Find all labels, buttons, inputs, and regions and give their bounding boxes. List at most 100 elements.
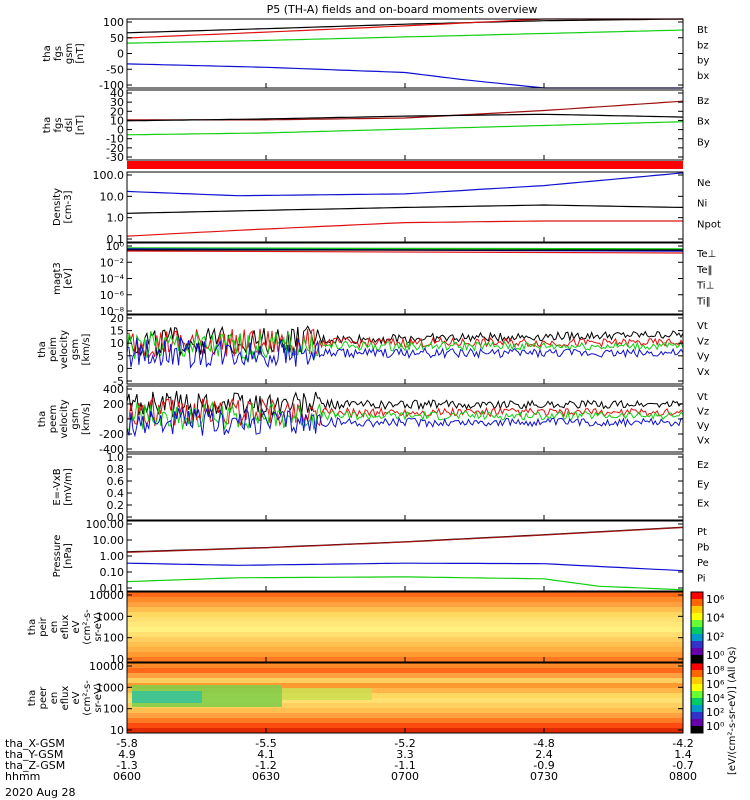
footer-value: 0630	[252, 770, 280, 783]
y-label-line: peem	[48, 405, 59, 433]
y-tick-label: 50	[110, 32, 124, 45]
legend-Bz: Bz	[697, 96, 709, 107]
y-label-line: [km/s]	[81, 333, 92, 365]
spectrogram-band	[127, 673, 683, 679]
legend-Vy: Vy	[697, 421, 710, 432]
legend-Bt: Bt	[697, 25, 708, 36]
panel-fgs_gsm: 100 50 0 -50 -100 tha fgs gsm [nT] Bt bz by bx	[42, 16, 709, 92]
panel-frame	[126, 18, 684, 89]
y-tick-label: -20	[106, 142, 124, 155]
y-tick-label: 10	[110, 114, 124, 127]
y-tick-label: 0.1	[107, 233, 125, 246]
series-Ne	[126, 172, 684, 197]
legend-Vx: Vx	[697, 436, 710, 447]
colorbar-tick: 10⁸	[706, 664, 725, 677]
footer-value: 0600	[113, 770, 141, 783]
colorbar-swatch	[691, 663, 703, 671]
legend-Vt: Vt	[697, 392, 708, 403]
panel-peir_eflux: 10000 1000 100 10 tha peir en eflux eV (cm²-s-sr-…	[27, 589, 684, 666]
y-label-line: gsm	[70, 339, 81, 360]
panel-efield: 1.00.80.60.40.20.0 E=-VxB [mV/m] Ez Ey Ex	[52, 451, 709, 524]
panel-density: 100.0 10.0 1.0 0.1 Density [cm-3] Ne Ni Npot	[52, 169, 721, 246]
footer-value: 1.4	[674, 748, 692, 761]
series-bz	[126, 18, 683, 39]
y-label-line: eflux	[60, 615, 71, 640]
y-tick-label: 0.4	[107, 487, 125, 500]
colorbar-swatch	[691, 698, 703, 706]
spectrogram-band	[127, 637, 683, 643]
colorbar-label: [eV/(cm²-s-sr-eV)] (All Qs)	[727, 646, 738, 775]
y-tick-label: 0	[117, 48, 124, 61]
colorbar-tick: 10⁶	[706, 593, 725, 606]
panel-peem_velocity: 400 200 0 -200 -400 tha peem velocity gsm [km/s] V…	[37, 383, 710, 456]
y-label-line: magt3	[52, 262, 63, 295]
legend-bx: bx	[697, 71, 709, 82]
y-tick-label: 100	[103, 703, 124, 716]
legend-Vy: Vy	[697, 352, 710, 363]
series-Bz	[127, 100, 684, 121]
colorbar-swatch	[691, 648, 703, 656]
legend-By: By	[697, 137, 710, 148]
spectrogram-band	[127, 718, 683, 724]
series-Bx	[126, 113, 684, 122]
footer-value: -5.5	[255, 737, 276, 750]
legend-Te‖: Te‖	[696, 265, 713, 276]
colorbar-swatch	[691, 684, 703, 692]
y-axis-label: magt3 [eV]	[52, 262, 74, 295]
colorbar-frame	[690, 591, 704, 663]
footer-label: tha_X-GSM	[5, 737, 65, 750]
y-tick-label: -200	[99, 428, 124, 441]
series-Vt	[126, 390, 684, 420]
colorbar-swatch	[691, 712, 703, 720]
y-tick-label: -10	[106, 133, 124, 146]
colorbar-tick: 10⁴	[706, 692, 725, 705]
spectrogram-band	[127, 642, 683, 648]
y-label-line: sr-eV)	[93, 612, 104, 641]
y-tick-label: 10⁰	[106, 240, 125, 253]
y-tick-label: 100.00	[86, 518, 125, 531]
legend-Ne: Ne	[697, 178, 711, 189]
y-tick-label: 0.8	[107, 463, 125, 476]
legend-Ni: Ni	[697, 199, 707, 210]
y-label-line: (cm²-s-	[82, 609, 93, 645]
legend-Vx: Vx	[697, 367, 710, 378]
y-label-line: sr-eV)	[93, 683, 104, 712]
legend-Ti⊥: Ti⊥	[696, 281, 714, 292]
y-label-line: E=-VxB	[52, 468, 63, 505]
colorbar-swatch	[691, 592, 703, 600]
colorbar-swatch	[691, 599, 703, 607]
spectrogram-band	[127, 678, 683, 684]
spectrogram-band	[127, 668, 683, 674]
series-Ni	[126, 204, 684, 214]
y-tick-label: -50	[106, 63, 124, 76]
footer-value: 3.3	[396, 748, 414, 761]
footer-value: -5.2	[394, 737, 415, 750]
spectrogram-band	[127, 723, 683, 729]
y-tick-label: 400	[103, 383, 124, 396]
y-tick-label: 100	[103, 632, 124, 645]
y-tick-label: 1.00	[100, 550, 125, 563]
spectrogram-band	[127, 708, 683, 714]
y-label-line: tha	[42, 117, 53, 133]
colorbar-swatch	[691, 691, 703, 699]
y-label-line: fgs	[53, 46, 64, 61]
y-tick-label: 10⁻⁴	[100, 273, 125, 286]
legend-Pi: Pi	[697, 574, 706, 585]
spectrogram-band	[127, 627, 683, 633]
legend-Pe: Pe	[697, 558, 709, 569]
footer-value: -4.2	[672, 737, 693, 750]
y-label-line: velocity	[59, 330, 70, 369]
y-axis-label: tha peer en eflux eV (cm²-s-sr-eV)	[27, 680, 104, 716]
y-tick-label: 40	[110, 87, 124, 100]
footer-value: 0700	[391, 770, 419, 783]
y-tick-label: -100	[99, 79, 124, 92]
y-tick-label: 20	[110, 312, 124, 325]
legend-Npot: Npot	[697, 219, 721, 230]
footer-label: tha_Z-GSM	[5, 759, 65, 772]
footer-value: -1.1	[394, 759, 415, 772]
spectrogram-band	[127, 703, 683, 709]
y-label-line: [nT]	[75, 43, 86, 63]
series-Vz	[126, 397, 684, 427]
series-Vx	[126, 407, 683, 438]
